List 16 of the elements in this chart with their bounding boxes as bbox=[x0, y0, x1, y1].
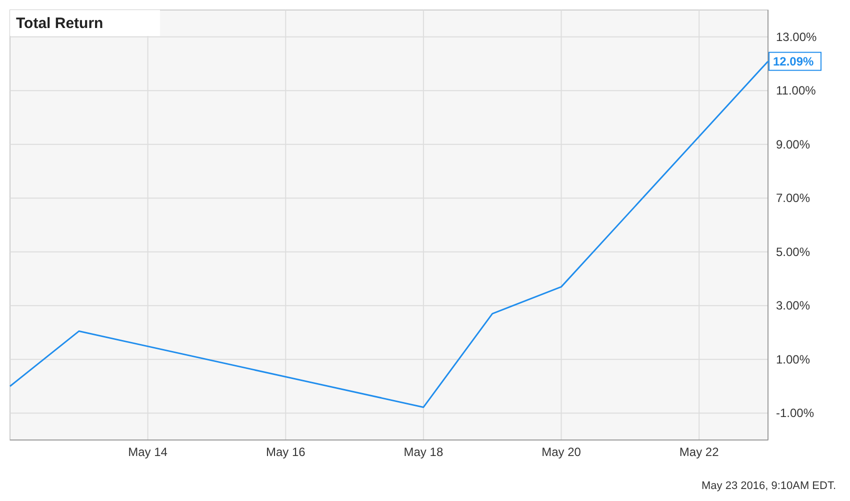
y-tick-label: 13.00% bbox=[776, 30, 818, 44]
y-tick-label: 5.00% bbox=[776, 244, 810, 259]
x-tick-label: May 20 bbox=[542, 445, 582, 459]
x-tick-label: May 18 bbox=[404, 445, 444, 459]
text: May 23 2016, 9:10AM EDT. bbox=[701, 480, 836, 492]
y-tick-label: 11.00% bbox=[776, 84, 816, 98]
y-tick-label: 9.00% bbox=[776, 137, 810, 152]
x-tick-label: May 22 bbox=[679, 445, 720, 459]
chart-title: Total Return bbox=[16, 15, 104, 32]
annotation: 12.09% bbox=[773, 54, 814, 68]
y-tick-label: 3.00% bbox=[776, 298, 810, 313]
y-tick-label: 7.00% bbox=[776, 191, 810, 206]
x-tick-label: May 16 bbox=[266, 445, 306, 459]
y-tick-label: -1.00% bbox=[776, 406, 814, 420]
x-tick-label: May 14 bbox=[128, 445, 168, 459]
y-tick-label: 1.00% bbox=[776, 352, 810, 366]
